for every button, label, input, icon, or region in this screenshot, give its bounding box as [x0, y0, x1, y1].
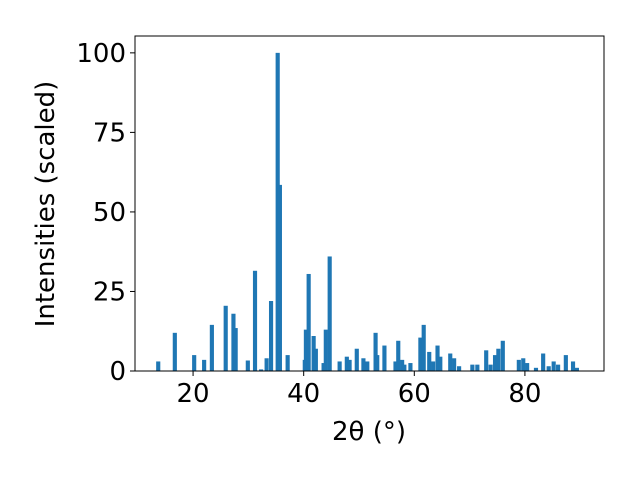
bar: [347, 359, 352, 371]
bar: [311, 336, 316, 371]
bar: [427, 351, 432, 371]
bar: [516, 359, 521, 371]
bar: [475, 364, 480, 371]
bar: [570, 361, 576, 371]
bar: [231, 313, 236, 371]
x-tick-label: 40: [287, 379, 320, 409]
bar: [457, 366, 462, 371]
bar: [172, 332, 177, 371]
bar: [252, 270, 258, 371]
bar: [223, 305, 228, 371]
bar: [327, 256, 332, 371]
bar: [438, 356, 443, 371]
y-tick-label: 0: [109, 357, 126, 387]
bar: [313, 348, 318, 371]
bar: [192, 355, 197, 371]
bar: [264, 358, 269, 371]
bar: [400, 359, 405, 371]
bar: [382, 345, 387, 371]
bar: [546, 366, 551, 371]
bar: [421, 324, 426, 371]
bar: [418, 337, 423, 371]
bar: [488, 364, 493, 371]
bar: [563, 355, 568, 371]
bar: [408, 363, 413, 371]
bar: [448, 353, 453, 371]
bar: [452, 358, 457, 371]
bar: [484, 350, 489, 371]
bar: [344, 356, 349, 371]
bar: [396, 340, 401, 371]
bar: [525, 363, 530, 371]
y-tick-label: 25: [93, 277, 126, 307]
y-tick-label: 100: [76, 39, 126, 69]
bar: [285, 355, 290, 371]
y-tick-label: 75: [93, 118, 126, 148]
plot-frame: [134, 35, 605, 372]
bar: [268, 301, 274, 371]
bar: [375, 355, 380, 371]
bar: [323, 329, 328, 371]
x-tick-label: 20: [177, 379, 210, 409]
x-tick-label: 80: [508, 379, 541, 409]
bar: [156, 361, 161, 371]
bar: [202, 359, 207, 371]
bar: [321, 363, 326, 371]
x-axis-label: 2θ (°): [332, 417, 406, 447]
bar: [393, 361, 398, 371]
bar: [500, 340, 505, 371]
bar: [373, 332, 378, 371]
bar: [402, 364, 407, 371]
bar: [496, 348, 501, 371]
bar: [245, 360, 250, 371]
bar: [551, 361, 556, 371]
bar: [492, 355, 498, 371]
bar: [533, 367, 539, 371]
bar: [574, 367, 579, 371]
bar: [435, 345, 440, 371]
bar: [431, 361, 436, 371]
bar: [275, 52, 280, 371]
bar: [259, 369, 264, 371]
bar: [277, 184, 282, 371]
bar: [541, 353, 546, 371]
bar: [521, 358, 526, 371]
bar: [233, 328, 238, 371]
bar: [365, 361, 370, 371]
bar: [337, 361, 342, 371]
x-tick-label: 60: [398, 379, 431, 409]
y-axis-label: Intensities (scaled): [31, 81, 61, 328]
bar: [303, 329, 308, 371]
bar: [361, 358, 366, 371]
bar: [556, 364, 561, 371]
bar: [209, 324, 214, 371]
bar: [470, 364, 475, 371]
y-tick-label: 50: [93, 198, 126, 228]
bar: [354, 348, 359, 371]
bar: [306, 273, 311, 371]
